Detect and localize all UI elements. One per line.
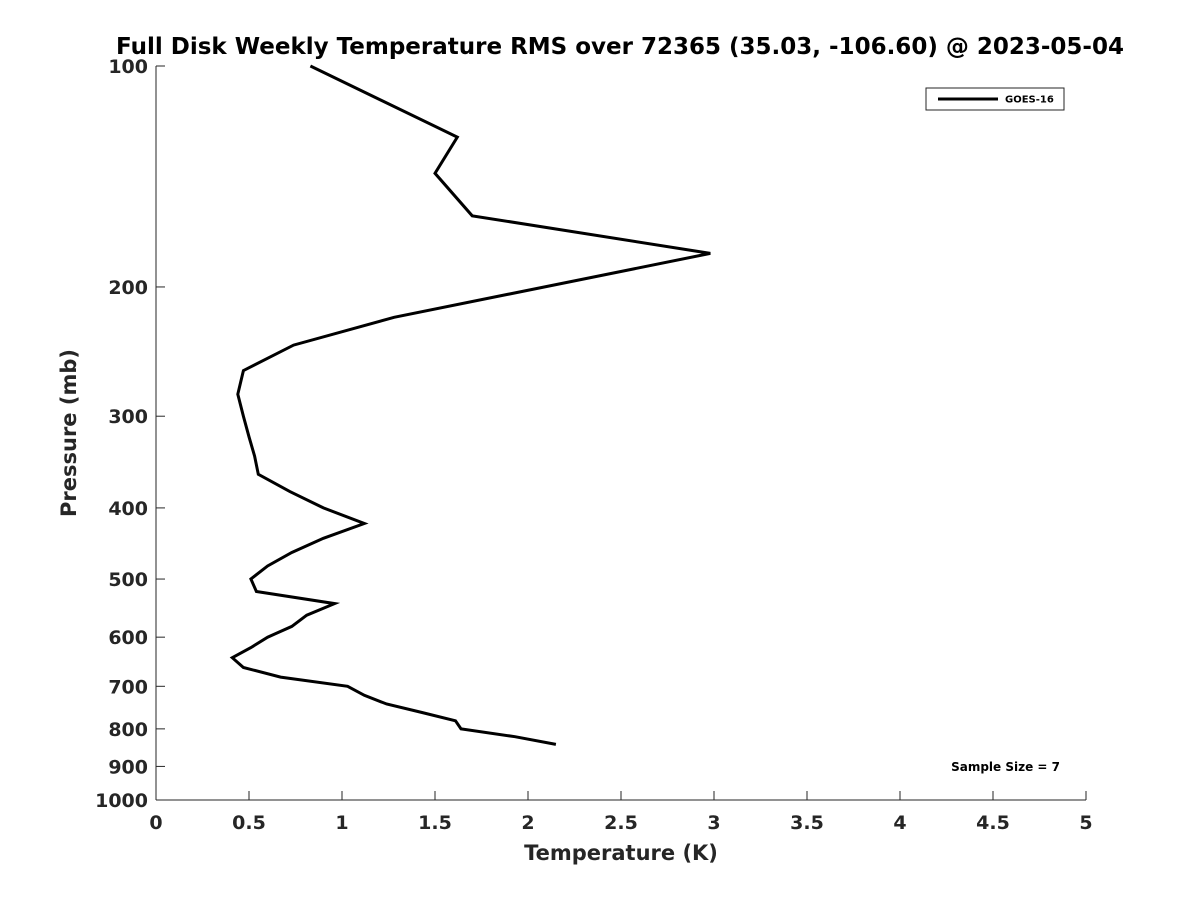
- y-tick-label: 100: [108, 56, 148, 78]
- x-tick-label: 1.5: [418, 812, 452, 834]
- legend: GOES-16: [925, 87, 1065, 111]
- x-tick-label: 3.5: [790, 812, 824, 834]
- sample-size-annotation: Sample Size = 7: [951, 760, 1060, 774]
- x-tick-label: 3: [707, 812, 720, 834]
- x-tick-label: 1: [335, 812, 348, 834]
- axes: [155, 66, 1086, 801]
- x-ticks: 0 0.5 1 1.5 2 2.5 3 3.5 4 4.5 5: [149, 791, 1093, 834]
- series-line-goes-16: [229, 64, 711, 746]
- y-tick-label: 500: [108, 569, 148, 591]
- x-tick-label: 5: [1079, 812, 1092, 834]
- x-tick-label: 0: [149, 812, 162, 834]
- chart-title: Full Disk Weekly Temperature RMS over 72…: [116, 34, 1124, 60]
- y-tick-label: 400: [108, 498, 148, 520]
- y-tick-label: 600: [108, 627, 148, 649]
- y-tick-label: 900: [108, 756, 148, 778]
- y-tick-label: 1000: [95, 790, 148, 812]
- x-tick-label: 4.5: [976, 812, 1010, 834]
- x-tick-label: 2.5: [604, 812, 638, 834]
- y-tick-label: 800: [108, 719, 148, 741]
- series-layer: [229, 64, 711, 746]
- y-axis-label: Pressure (mb): [57, 349, 81, 517]
- x-tick-label: 4: [893, 812, 906, 834]
- x-tick-label: 0.5: [232, 812, 266, 834]
- x-axis-label: Temperature (K): [524, 841, 718, 865]
- y-ticks: 100 200 300 400 500 600 700 800 900 1000: [95, 56, 165, 812]
- x-tick-label: 2: [521, 812, 534, 834]
- legend-label: GOES-16: [1005, 95, 1054, 106]
- y-tick-label: 300: [108, 406, 148, 428]
- y-tick-label: 700: [108, 676, 148, 698]
- y-tick-label: 200: [108, 277, 148, 299]
